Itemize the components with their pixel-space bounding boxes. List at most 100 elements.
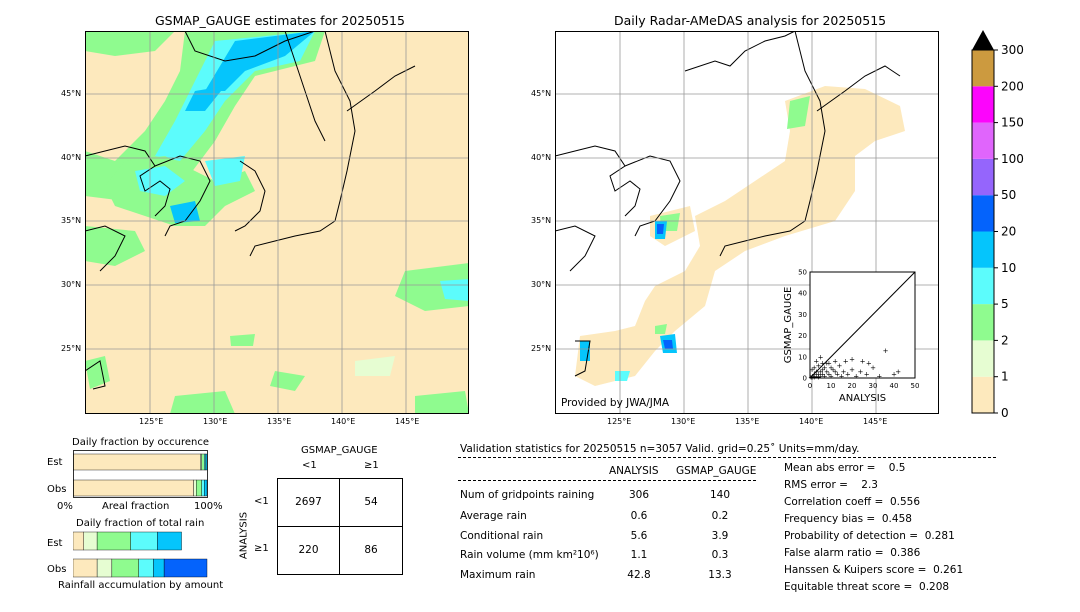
fraction-bar-segment [111, 558, 139, 578]
colorbar-segment [972, 304, 994, 341]
colorbar: 0 1 2 5 10 20 50 100 150 200 300 [971, 30, 1024, 420]
scatter-x-tick: 0 [808, 382, 812, 390]
contingency-row-label: ≥1 [254, 543, 269, 554]
lon-label: 145°E [863, 417, 888, 426]
validation-header: Validation statistics for 20250515 n=305… [460, 443, 860, 455]
fraction-bar-segment [200, 453, 202, 471]
score-line: Correlation coeff = 0.556 [784, 496, 920, 508]
scatter-point: + [809, 366, 815, 374]
fraction-bar-segment [204, 453, 206, 471]
scatter-plot: 0010102020303040405050++++++++++++++++++… [783, 269, 920, 405]
validation-row-label: Average rain [460, 510, 527, 522]
rain-chart [73, 531, 208, 578]
scatter-point: + [820, 370, 826, 378]
scatter-point: + [824, 368, 830, 376]
scatter-point: + [841, 368, 847, 376]
contingency-column-header: GSMAP_GAUGE [301, 445, 378, 456]
scatter-x-tick: 50 [911, 382, 920, 390]
rain-footer: Rainfall accumulation by amount [58, 580, 224, 591]
occurrence-chart [73, 450, 208, 498]
colorbar-segment [972, 267, 994, 305]
colorbar-segment [972, 340, 994, 377]
scatter-point: + [818, 353, 824, 361]
left-map-gridlines [85, 31, 469, 414]
score-line: RMS error = 2.3 [784, 479, 878, 491]
scatter-point: + [883, 347, 889, 355]
right-map-coastlines [555, 31, 901, 377]
scatter-point: + [826, 360, 832, 368]
contingency-table: 2697 54 220 86 [277, 478, 403, 575]
occurrence-title: Daily fraction by occurence [72, 437, 210, 448]
score-line: Probability of detection = 0.281 [784, 530, 955, 542]
scatter-point: + [815, 362, 821, 370]
lon-label: 130°E [203, 417, 228, 426]
scatter-point: + [870, 364, 876, 372]
scatter-x-tick: 10 [827, 382, 836, 390]
colorbar-label: 20 [1001, 225, 1016, 239]
scatter-point: + [808, 373, 814, 381]
colorbar-extend-arrow [972, 30, 994, 50]
fraction-bar-segment [83, 531, 98, 551]
contingency-row-label: <1 [254, 496, 269, 507]
validation-row-gsmap: 13.3 [708, 569, 732, 581]
occurrence-axis-left: 0% [57, 501, 73, 512]
scatter-point: + [810, 372, 816, 380]
lat-label: 30°N [61, 280, 82, 289]
fraction-bar-segment [73, 453, 201, 471]
lat-label: 40°N [531, 153, 552, 162]
occurrence-frame [73, 450, 208, 498]
left-map-title: GSMAP_GAUGE estimates for 20250515 [155, 13, 405, 28]
scatter-point: + [811, 373, 817, 381]
left-map-rain-shading [85, 31, 469, 414]
scatter-point: + [815, 373, 821, 381]
scatter-point: + [843, 358, 849, 366]
validation-row-gsmap: 0.2 [711, 510, 729, 522]
scatter-y-tick: 20 [798, 332, 807, 340]
lon-label: 140°E [799, 417, 824, 426]
scatter-y-tick: 0 [803, 375, 807, 383]
score-line: Mean abs error = 0.5 [784, 462, 906, 474]
contingency-cell: 220 [298, 544, 319, 556]
fraction-bar-segment [153, 558, 165, 578]
lon-label: 125°E [139, 417, 164, 426]
fraction-bar-segment [163, 558, 208, 578]
scatter-point: + [815, 370, 821, 378]
colorbar-label: 10 [1001, 261, 1016, 275]
colorbar-segment [972, 231, 994, 268]
contingency-row-header: ANALYSIS [238, 511, 250, 560]
contingency-cell: 2697 [295, 496, 322, 508]
colorbar-segment [972, 122, 994, 159]
scatter-point: + [824, 360, 830, 368]
score-line: Hanssen & Kuipers score = 0.261 [784, 564, 964, 576]
colorbar-label: 0 [1001, 406, 1009, 420]
score-line: Frequency bias = 0.458 [784, 513, 912, 525]
scatter-point: + [822, 364, 828, 372]
scatter-point: + [849, 355, 855, 363]
fraction-bar-segment [96, 531, 131, 551]
colorbar-label: 50 [1001, 188, 1016, 202]
colorbar-segment [972, 86, 994, 123]
fraction-bar-segment [196, 479, 202, 497]
fraction-bar-segment [204, 479, 208, 497]
scatter-point: + [895, 368, 901, 376]
lon-label: 135°E [735, 417, 760, 426]
scatter-point: + [866, 360, 872, 368]
scatter-point: + [836, 362, 842, 370]
validation-row-gsmap: 0.3 [711, 549, 729, 561]
validation-row-gsmap: 140 [709, 489, 731, 501]
validation-table-rule [458, 480, 756, 481]
scatter-x-tick: 30 [869, 382, 878, 390]
colorbar-label: 200 [1001, 79, 1024, 93]
scatter-point: + [828, 364, 834, 372]
validation-row-analysis: 0.6 [630, 510, 648, 522]
scatter-point: + [813, 358, 819, 366]
lat-label: 45°N [531, 89, 552, 98]
lon-label: 130°E [671, 417, 696, 426]
occurrence-axis-right: 100% [194, 501, 223, 512]
lon-label: 145°E [395, 417, 420, 426]
scatter-point: + [860, 358, 866, 366]
colorbar-label: 2 [1001, 333, 1009, 347]
scatter-y-tick: 10 [798, 353, 807, 361]
scatter-x-tick: 40 [890, 382, 899, 390]
scatter-point: + [864, 370, 870, 378]
